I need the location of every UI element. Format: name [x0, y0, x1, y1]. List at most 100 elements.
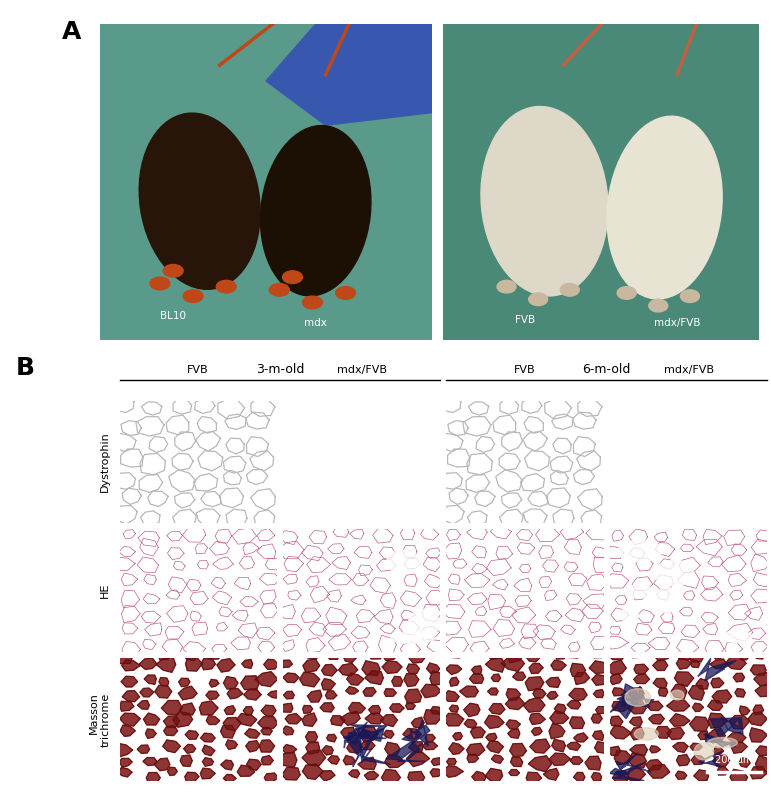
- Polygon shape: [221, 726, 235, 738]
- Polygon shape: [609, 674, 622, 685]
- Polygon shape: [424, 647, 440, 657]
- Polygon shape: [653, 678, 667, 688]
- Polygon shape: [282, 745, 297, 753]
- Polygon shape: [696, 678, 709, 689]
- Polygon shape: [630, 717, 642, 727]
- Polygon shape: [163, 726, 177, 735]
- Polygon shape: [531, 727, 542, 735]
- Text: BL10: BL10: [160, 312, 186, 321]
- Polygon shape: [756, 755, 771, 771]
- Polygon shape: [689, 686, 704, 700]
- Polygon shape: [675, 646, 693, 660]
- Polygon shape: [675, 771, 687, 779]
- Ellipse shape: [655, 561, 694, 586]
- Polygon shape: [360, 726, 378, 743]
- Polygon shape: [406, 702, 416, 710]
- Polygon shape: [592, 646, 604, 658]
- Polygon shape: [303, 646, 320, 659]
- Polygon shape: [341, 727, 355, 739]
- Polygon shape: [306, 742, 319, 754]
- Polygon shape: [675, 672, 694, 686]
- Polygon shape: [268, 690, 280, 698]
- Polygon shape: [156, 657, 176, 672]
- Polygon shape: [358, 757, 376, 769]
- Polygon shape: [501, 657, 524, 671]
- Polygon shape: [431, 758, 442, 766]
- Polygon shape: [261, 727, 272, 735]
- Polygon shape: [634, 664, 648, 674]
- Polygon shape: [345, 731, 370, 758]
- Text: HE: HE: [100, 583, 110, 598]
- Polygon shape: [733, 673, 745, 682]
- Polygon shape: [386, 741, 424, 762]
- Ellipse shape: [618, 540, 662, 562]
- Polygon shape: [676, 755, 690, 766]
- Polygon shape: [449, 705, 459, 712]
- Polygon shape: [612, 688, 626, 696]
- Polygon shape: [484, 715, 504, 728]
- Polygon shape: [704, 734, 736, 747]
- Polygon shape: [507, 720, 520, 729]
- Polygon shape: [385, 755, 405, 767]
- Polygon shape: [658, 688, 668, 696]
- Polygon shape: [566, 644, 583, 658]
- Polygon shape: [574, 772, 585, 782]
- Polygon shape: [221, 760, 234, 770]
- Polygon shape: [608, 747, 621, 755]
- Polygon shape: [449, 648, 463, 658]
- Polygon shape: [203, 758, 214, 767]
- Polygon shape: [412, 717, 424, 728]
- Polygon shape: [594, 690, 604, 698]
- Polygon shape: [756, 746, 771, 755]
- Polygon shape: [591, 714, 602, 723]
- Polygon shape: [612, 702, 628, 711]
- Polygon shape: [667, 700, 690, 711]
- Polygon shape: [609, 763, 645, 781]
- Polygon shape: [365, 713, 384, 724]
- Polygon shape: [529, 663, 543, 674]
- Ellipse shape: [654, 588, 680, 613]
- Text: Dystrophin: Dystrophin: [100, 432, 110, 492]
- Polygon shape: [610, 694, 638, 718]
- Polygon shape: [283, 673, 299, 682]
- Ellipse shape: [150, 277, 170, 290]
- Polygon shape: [698, 731, 709, 739]
- Text: B: B: [15, 356, 35, 380]
- Polygon shape: [261, 755, 273, 765]
- Ellipse shape: [680, 290, 699, 303]
- Ellipse shape: [261, 126, 371, 296]
- Polygon shape: [343, 652, 357, 662]
- Polygon shape: [648, 714, 665, 724]
- Polygon shape: [161, 701, 182, 714]
- Polygon shape: [593, 731, 604, 740]
- Polygon shape: [748, 712, 767, 726]
- Polygon shape: [369, 706, 381, 714]
- Polygon shape: [607, 647, 626, 660]
- Polygon shape: [594, 742, 608, 753]
- Polygon shape: [616, 753, 651, 772]
- Polygon shape: [446, 665, 462, 674]
- Ellipse shape: [721, 631, 752, 642]
- Polygon shape: [284, 691, 295, 699]
- Polygon shape: [244, 706, 253, 715]
- Polygon shape: [735, 689, 746, 697]
- Polygon shape: [726, 655, 746, 670]
- Polygon shape: [241, 676, 259, 690]
- Text: 3-m-old: 3-m-old: [256, 363, 304, 376]
- Polygon shape: [218, 644, 234, 656]
- Text: Masson
trichrome: Masson trichrome: [89, 693, 110, 747]
- Polygon shape: [392, 676, 402, 686]
- Ellipse shape: [409, 610, 439, 637]
- Polygon shape: [670, 714, 690, 727]
- Polygon shape: [348, 770, 359, 778]
- Polygon shape: [303, 659, 320, 673]
- Polygon shape: [302, 750, 325, 766]
- Polygon shape: [673, 743, 688, 752]
- Polygon shape: [526, 772, 541, 783]
- Polygon shape: [116, 743, 133, 757]
- Polygon shape: [592, 674, 606, 685]
- Ellipse shape: [386, 550, 420, 574]
- Text: 200 μm: 200 μm: [715, 755, 752, 765]
- Polygon shape: [509, 770, 520, 775]
- Polygon shape: [567, 700, 581, 709]
